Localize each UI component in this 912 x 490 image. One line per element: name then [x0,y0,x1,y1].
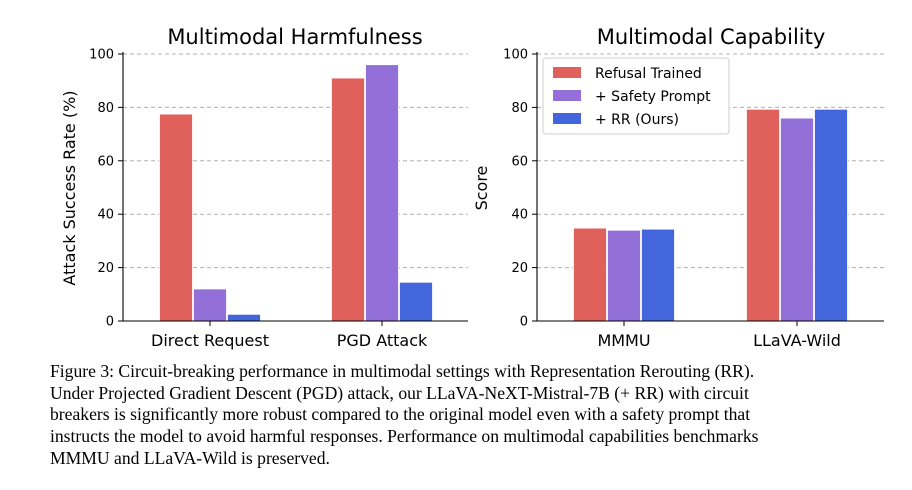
harmfulness-chart-title: Multimodal Harmfulness [167,25,422,49]
y-tick-label: 20 [511,261,528,276]
x-category-label: PGD Attack [337,331,428,350]
bar [331,77,365,322]
y-tick-label: 60 [97,154,114,169]
bar [641,228,675,322]
capability-y-ticks: 0 20 40 60 80 100 [503,48,537,330]
y-tick-label: 80 [97,101,114,116]
x-category-label: LLaVA-Wild [753,331,841,350]
figure-caption: Figure 3: Circuit-breaking performance i… [50,361,900,470]
bar [227,313,261,322]
capability-x-categories: MMMU LLaVA-Wild [597,331,840,350]
capability-chart: Multimodal Capability Score 0 20 40 60 80 100… [472,25,884,350]
caption-line: breakers is significantly more robust co… [50,404,751,425]
bar [159,113,193,322]
harmfulness-y-axis-label: Attack Success Rate (%) [60,90,79,285]
bar [193,288,227,322]
capability-y-axis-label: Score [472,166,491,211]
y-tick-label: 40 [97,208,114,223]
legend-label-refusal-trained: Refusal Trained [595,66,702,82]
legend: Refusal Trained + Safety Prompt + RR (Ou… [542,57,730,135]
y-tick-label: 100 [89,48,114,63]
x-category-label: Direct Request [151,331,269,350]
x-category-label: MMMU [597,331,650,350]
legend-swatch-rr-ours [553,113,581,124]
bar [780,117,814,322]
bar [746,108,780,322]
harmfulness-y-ticks: 0 20 40 60 80 100 [89,48,123,330]
bar [814,108,848,322]
legend-frame [542,57,730,135]
bar [399,281,433,322]
bar [573,227,607,322]
harmfulness-axes [122,52,468,326]
y-tick-label: 60 [511,154,528,169]
harmfulness-bars [159,64,433,322]
harmfulness-chart: Multimodal Harmfulness Attack Success Ra… [60,25,468,350]
bar [607,229,641,322]
y-tick-label: 40 [511,208,528,223]
caption-line: instructs the model to avoid harmful res… [50,426,759,447]
y-tick-label: 80 [511,101,528,116]
caption-line: Under Projected Gradient Descent (PGD) a… [50,382,749,403]
y-tick-label: 100 [503,48,528,63]
legend-label-rr-ours: + RR (Ours) [595,112,679,128]
legend-label-safety-prompt: + Safety Prompt [595,89,711,105]
figure-canvas: Multimodal Harmfulness Attack Success Ra… [60,25,884,350]
y-tick-label: 0 [520,315,528,330]
harmfulness-x-categories: Direct Request PGD Attack [151,331,428,350]
bar [365,64,399,322]
y-tick-label: 20 [97,261,114,276]
caption-line: Figure 3: Circuit-breaking performance i… [50,361,755,381]
capability-chart-title: Multimodal Capability [597,25,826,49]
capability-bars [573,108,848,322]
legend-swatch-refusal-trained [553,67,581,78]
capability-axes [536,52,884,326]
y-tick-label: 0 [106,315,114,330]
legend-swatch-safety-prompt [553,90,581,101]
caption-line: MMMU and LLaVA-Wild is preserved. [50,447,330,468]
